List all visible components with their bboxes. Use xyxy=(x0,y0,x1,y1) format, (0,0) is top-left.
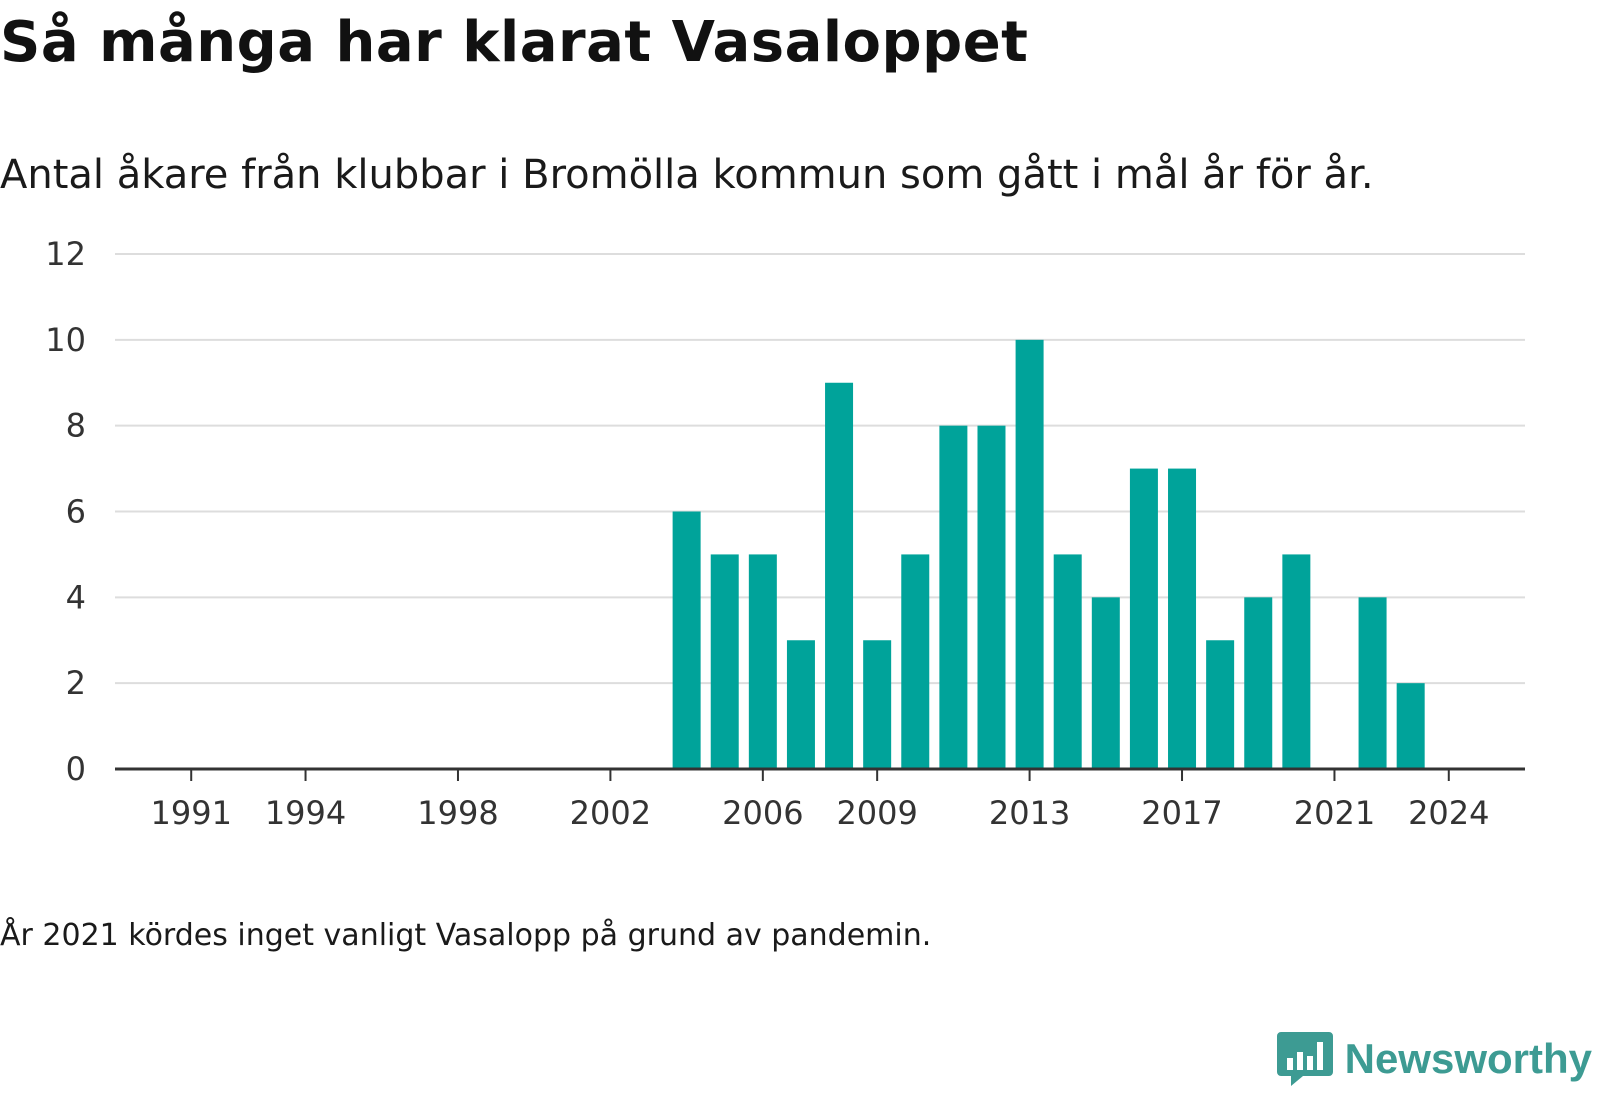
x-tick-label: 2009 xyxy=(836,794,917,832)
bar-chart-speech-bubble-icon xyxy=(1276,1032,1333,1086)
bar xyxy=(977,425,1006,769)
y-tick-label: 0 xyxy=(66,750,86,788)
bar xyxy=(1091,597,1120,769)
bar xyxy=(1053,554,1082,769)
chart-title: Så många har klarat Vasaloppet xyxy=(0,10,1029,75)
bar xyxy=(939,425,968,769)
x-tick-label: 2021 xyxy=(1294,794,1375,832)
y-tick-label: 10 xyxy=(45,321,86,359)
x-tick-label: 1991 xyxy=(150,794,231,832)
x-tick-label: 1994 xyxy=(265,794,346,832)
bar xyxy=(672,511,701,769)
y-tick-label: 4 xyxy=(66,578,86,616)
bar xyxy=(825,382,854,769)
bar xyxy=(863,640,892,769)
bar xyxy=(1244,597,1273,769)
y-tick-label: 8 xyxy=(66,407,86,445)
x-tick-label: 2006 xyxy=(722,794,803,832)
bars xyxy=(672,339,1425,769)
x-tick-label: 2024 xyxy=(1408,794,1489,832)
y-tick-label: 2 xyxy=(66,664,86,702)
bar-chart: 0 2 4 6 8 10 12 1991 1994 1998 2002 2006 2009 2013 20… xyxy=(45,235,1525,832)
bar xyxy=(786,640,815,769)
gridlines xyxy=(115,253,1525,685)
y-tick-label: 6 xyxy=(66,493,86,531)
x-tick-label: 2013 xyxy=(989,794,1070,832)
bar xyxy=(1358,597,1387,769)
bar xyxy=(710,554,739,769)
bar xyxy=(1206,640,1235,769)
x-tick-label: 1998 xyxy=(417,794,498,832)
footnote: År 2021 kördes inget vanligt Vasalopp på… xyxy=(0,918,932,953)
bar xyxy=(1396,683,1425,769)
brand-name: Newsworthy xyxy=(1344,1035,1592,1082)
bar xyxy=(1129,468,1158,769)
chart-subtitle: Antal åkare från klubbar i Bromölla komm… xyxy=(0,152,1374,198)
bar xyxy=(1282,554,1311,769)
bar xyxy=(1015,339,1044,769)
y-tick-label: 12 xyxy=(45,235,86,273)
bar xyxy=(748,554,777,769)
x-axis: 1991 1994 1998 2002 2006 2009 2013 2017 2021 2024 xyxy=(115,767,1525,832)
x-tick-label: 2017 xyxy=(1141,794,1222,832)
bar xyxy=(901,554,930,769)
x-tick-label: 2002 xyxy=(570,794,651,832)
y-axis-ticks: 0 2 4 6 8 10 12 xyxy=(45,235,86,788)
brand-logo: Newsworthy xyxy=(1276,1030,1592,1088)
bar xyxy=(1168,468,1197,769)
